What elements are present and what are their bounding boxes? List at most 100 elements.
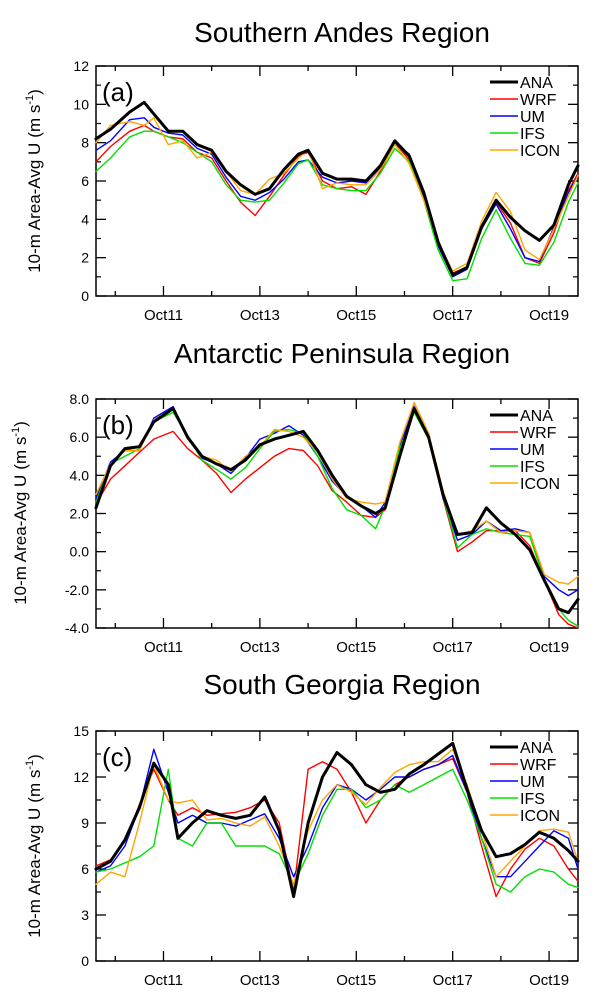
x-tick-label: Oct19 [529,639,569,656]
legend-label-ifs: IFS [520,126,545,143]
plot-area: Oct11 Oct13 Oct15 Oct17 Oct19 0 3 6 9 12 15 ANAWRF… [73,723,580,989]
x-tick-label: Oct13 [240,307,280,324]
y-axis-label-unit: (m s [25,105,44,138]
y-tick-label: 0 [81,288,89,304]
y-tick-label: 4.0 [70,467,90,483]
chart-title: Southern Andes Region [194,17,490,48]
legend-label-wrf: WRF [520,92,557,109]
legend-label-ana: ANA [520,408,553,425]
ticks: Oct11 Oct13 Oct15 Oct17 Oct19 0 3 6 9 12 15 [73,723,578,989]
y-axis-label-unit: (m s [25,770,44,803]
x-tick-label: Oct17 [433,972,473,989]
y-axis-label-unit-superscript: -1 [24,760,36,770]
y-axis-label-text: 10-m Area-Avg U [11,475,30,605]
series-line-um [95,748,579,878]
ticks: Oct11 Oct13 Oct15 Oct17 Oct19 0 2 4 6 8 10 12 [73,58,578,324]
y-axis-label-unit-close: ) [25,89,44,95]
x-tick-label: Oct13 [240,639,280,656]
y-tick-label: 3 [81,907,89,923]
plot-frame [95,730,579,962]
legend-label-ana: ANA [520,75,553,92]
series-line-ana [94,741,580,899]
legend-label-um: UM [520,774,545,791]
series-line-icon [95,402,579,585]
x-tick-label: Oct11 [144,639,183,656]
y-tick-label: -2.0 [65,582,89,598]
y-tick-label: 6 [81,173,89,189]
legend-label-um: UM [520,109,545,126]
x-tick-label: Oct13 [240,972,280,989]
y-tick-label: 2 [81,250,89,266]
series-lines [94,741,580,899]
chart-title: Antarctic Peninsula Region [174,338,510,369]
panel-a: Southern Andes Region Oct11 Oct13 Oct15 Oct… [24,17,580,324]
y-axis-label: 10-m Area-Avg U (m s-1) [10,421,30,605]
y-axis-label: 10-m Area-Avg U (m s-1) [24,754,44,938]
y-tick-label: 0 [81,953,89,969]
legend-label-icon: ICON [520,143,560,160]
series-line-icon [95,117,579,272]
series-line-ana [94,100,580,277]
y-axis-label-unit-superscript: -1 [24,95,36,105]
y-axis-label: 10-m Area-Avg U (m s-1) [24,89,44,273]
y-tick-label: 10 [73,96,89,112]
x-tick-label: Oct15 [336,639,376,656]
x-tick-label: Oct19 [529,307,569,324]
y-tick-label: 2.0 [70,506,90,522]
legend-label-icon: ICON [520,476,560,493]
series-line-wrf [95,124,579,274]
y-axis-label-unit-superscript: -1 [10,427,22,437]
plot-frame [95,65,579,297]
panel-c: South Georgia Region Oct11 Oct13 Oct15 Oct1… [24,669,580,989]
y-axis-label-unit-close: ) [11,421,30,427]
x-tick-label: Oct17 [433,639,473,656]
y-tick-label: 0.0 [70,544,90,560]
legend-label-ifs: IFS [520,791,545,808]
y-tick-label: 12 [73,58,89,74]
series-line-icon [95,748,579,885]
x-tick-label: Oct17 [433,307,473,324]
y-tick-label: 15 [73,723,89,739]
y-axis-label-unit: (m s [11,437,30,470]
x-tick-label: Oct15 [336,307,376,324]
series-line-wrf [95,757,579,898]
series-line-wrf [95,402,579,629]
series-lines [94,100,580,282]
y-axis-label-unit-close: ) [25,754,44,760]
chart-title: South Georgia Region [203,669,480,700]
y-tick-label: 6 [81,861,89,877]
panel-label: (c) [102,742,132,772]
series-lines [94,402,580,629]
legend-label-ana: ANA [520,740,553,757]
x-tick-label: Oct15 [336,972,376,989]
legend-label-um: UM [520,442,545,459]
ticks: Oct11 Oct13 Oct15 Oct17 Oct19 -4.0 -2.0 0.0 2.0 4… [65,391,578,656]
panel-label: (a) [102,77,134,107]
legend-label-wrf: WRF [520,757,557,774]
x-tick-label: Oct19 [529,972,569,989]
y-tick-label: 4 [81,211,89,227]
legend-label-ifs: IFS [520,459,545,476]
series-line-ifs [95,130,579,282]
panel-b: Antarctic Peninsula Region Oct11 Oct13 Oct… [10,338,580,656]
series-line-ifs [95,411,579,627]
legend-label-icon: ICON [520,808,560,825]
y-axis-label-text: 10-m Area-Avg U [25,143,44,273]
panel-label: (b) [102,410,134,440]
y-axis-label-text: 10-m Area-Avg U [25,808,44,938]
y-tick-label: -4.0 [65,620,89,636]
series-line-ana [94,407,580,615]
series-line-um [95,117,579,278]
y-tick-label: 6.0 [70,429,90,445]
y-tick-label: 8.0 [70,391,90,407]
y-tick-label: 12 [73,769,89,785]
plot-area: Oct11 Oct13 Oct15 Oct17 Oct19 0 2 4 6 8 10 12 ANAWR… [73,58,580,324]
y-tick-label: 8 [81,135,89,151]
y-tick-label: 9 [81,815,89,831]
series-line-um [95,405,579,597]
legend-label-wrf: WRF [520,425,557,442]
